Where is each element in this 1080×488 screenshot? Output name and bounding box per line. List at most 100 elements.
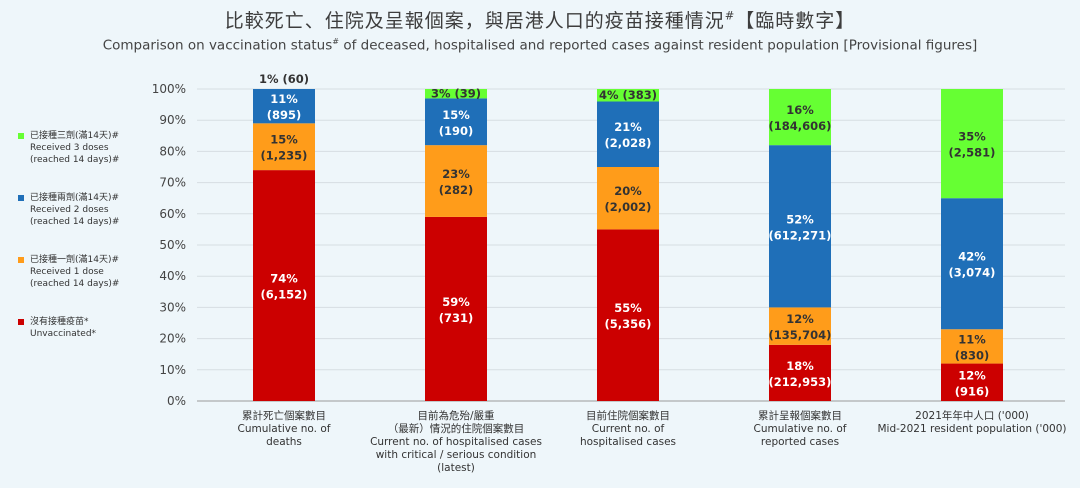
y-tick-label: 80% bbox=[159, 144, 186, 158]
category-label: 目前住院個案數目 bbox=[586, 409, 670, 422]
legend-swatch bbox=[18, 257, 24, 263]
legend-item-1-dose: 已接種一劑(滿14天)# Received 1 dose (reached 14… bbox=[18, 254, 168, 290]
bar-pct-label: 18% bbox=[786, 359, 814, 373]
legend-item-unvaccinated: 沒有接種疫苗* Unvaccinated* bbox=[18, 316, 168, 340]
bar-count-label: (190) bbox=[439, 124, 474, 138]
bar-count-label: (2,002) bbox=[605, 200, 652, 214]
bar-pct-label: 15% bbox=[270, 133, 298, 147]
legend-label-en-2: (reached 14 days)# bbox=[30, 279, 120, 289]
bar-segment bbox=[769, 89, 831, 146]
bar-count-label: (1,235) bbox=[261, 149, 308, 163]
legend-label-zh: 已接種兩劑(滿14天)# bbox=[30, 193, 120, 203]
bar-segment bbox=[769, 344, 831, 401]
legend-label-en: Received 1 dose bbox=[30, 267, 104, 277]
bar-segment bbox=[425, 216, 487, 401]
bar-pct-label: 16% bbox=[786, 103, 814, 117]
y-tick-label: 10% bbox=[159, 363, 186, 377]
category-label: 累計死亡個案數目 bbox=[242, 409, 326, 422]
y-tick-label: 70% bbox=[159, 176, 186, 190]
chart-title-zh: 比較死亡、住院及呈報個案，與居港人口的疫苗接種情況#【臨時數字】 bbox=[224, 8, 856, 32]
bar-count-label: (895) bbox=[267, 108, 302, 122]
legend-label-en: Unvaccinated* bbox=[30, 329, 97, 339]
bar-count-label: (135,704) bbox=[769, 328, 832, 342]
bar-pct-label: 12% bbox=[958, 368, 986, 382]
y-tick-label: 90% bbox=[159, 113, 186, 127]
legend-label-en: Received 3 doses bbox=[30, 143, 109, 153]
bar-label: 4% (383) bbox=[599, 88, 657, 102]
legend-label-en: Received 2 doses bbox=[30, 205, 109, 215]
category-label: with critical / serious condition bbox=[376, 449, 537, 461]
legend-label-en-2: (reached 14 days)# bbox=[30, 155, 120, 165]
category-label: 累計呈報個案數目 bbox=[758, 409, 842, 422]
bar-count-label: (3,074) bbox=[949, 266, 996, 280]
legend-label-zh: 已接種三劑(滿14天)# bbox=[30, 131, 120, 141]
category-label: Cumulative no. of bbox=[238, 423, 331, 435]
bar-count-label: (830) bbox=[955, 348, 990, 362]
legend-item-3-doses: 已接種三劑(滿14天)# Received 3 doses (reached 1… bbox=[18, 130, 168, 166]
bar-pct-label: 20% bbox=[614, 184, 642, 198]
bar-count-label: (5,356) bbox=[605, 317, 652, 331]
category-label: Current no. of bbox=[592, 423, 665, 435]
legend: 已接種三劑(滿14天)# Received 3 doses (reached 1… bbox=[18, 130, 168, 353]
bar-count-label: (184,606) bbox=[769, 119, 832, 133]
bar-count-label: (2,028) bbox=[605, 136, 652, 150]
bar-count-label: (2,581) bbox=[949, 146, 996, 160]
bar-count-label: (731) bbox=[439, 311, 474, 325]
bar-segment bbox=[941, 198, 1003, 330]
bar-label: 3% (39) bbox=[431, 87, 481, 101]
bar-segment bbox=[425, 98, 487, 146]
y-tick-label: 60% bbox=[159, 207, 186, 221]
bar-segment bbox=[253, 170, 315, 401]
bar-pct-label: 11% bbox=[270, 92, 298, 106]
chart-title-en: Comparison on vaccination status# of dec… bbox=[102, 36, 978, 54]
category-label: Current no. of hospitalised cases bbox=[370, 436, 542, 448]
y-tick-label: 50% bbox=[159, 238, 186, 252]
bar-pct-label: 59% bbox=[442, 295, 470, 309]
legend-swatch bbox=[18, 195, 24, 201]
category-label: 2021年年中人口 ('000) bbox=[915, 409, 1029, 422]
category-label: Mid-2021 resident population ('000) bbox=[878, 423, 1067, 435]
bar-segment bbox=[769, 307, 831, 345]
bar-count-label: (282) bbox=[439, 183, 474, 197]
legend-label-en-2: (reached 14 days)# bbox=[30, 217, 120, 227]
bar-segment bbox=[597, 89, 659, 102]
bar-pct-label: 21% bbox=[614, 120, 642, 134]
y-tick-label: 40% bbox=[159, 269, 186, 283]
bar-label: 1% (60) bbox=[259, 72, 309, 86]
bar-pct-label: 15% bbox=[442, 108, 470, 122]
category-label: Cumulative no. of bbox=[754, 423, 847, 435]
bar-pct-label: 12% bbox=[786, 312, 814, 326]
bar-segment bbox=[253, 123, 315, 171]
bar-pct-label: 35% bbox=[958, 130, 986, 144]
category-label: 目前為危殆/嚴重 bbox=[417, 409, 494, 422]
legend-swatch bbox=[18, 319, 24, 325]
bar-pct-label: 55% bbox=[614, 301, 642, 315]
bar-count-label: (612,271) bbox=[769, 228, 832, 242]
category-label: deaths bbox=[266, 436, 302, 448]
bar-count-label: (212,953) bbox=[769, 375, 832, 389]
legend-label-zh: 沒有接種疫苗* bbox=[30, 317, 89, 327]
bar-pct-label: 52% bbox=[786, 212, 814, 226]
bar-segment bbox=[941, 363, 1003, 401]
bar-segment bbox=[253, 89, 315, 124]
legend-swatch bbox=[18, 133, 24, 139]
bar-segment bbox=[597, 101, 659, 167]
bar-pct-label: 23% bbox=[442, 167, 470, 181]
bar-segment bbox=[941, 329, 1003, 364]
y-tick-label: 20% bbox=[159, 332, 186, 346]
bar-segment bbox=[769, 145, 831, 308]
bar-segment bbox=[425, 89, 487, 99]
y-tick-label: 30% bbox=[159, 300, 186, 314]
legend-item-2-doses: 已接種兩劑(滿14天)# Received 2 doses (reached 1… bbox=[18, 192, 168, 228]
category-label: (latest) bbox=[437, 462, 475, 474]
y-tick-label: 100% bbox=[152, 82, 186, 96]
legend-label-zh: 已接種一劑(滿14天)# bbox=[30, 255, 120, 265]
category-label: （最新）情況的住院個案數目 bbox=[388, 422, 525, 435]
bar-count-label: (6,152) bbox=[261, 288, 308, 302]
bar-segment bbox=[597, 229, 659, 401]
bar-segment bbox=[425, 145, 487, 217]
bar-count-label: (916) bbox=[955, 384, 990, 398]
bar-pct-label: 42% bbox=[958, 250, 986, 264]
bar-pct-label: 11% bbox=[958, 332, 986, 346]
